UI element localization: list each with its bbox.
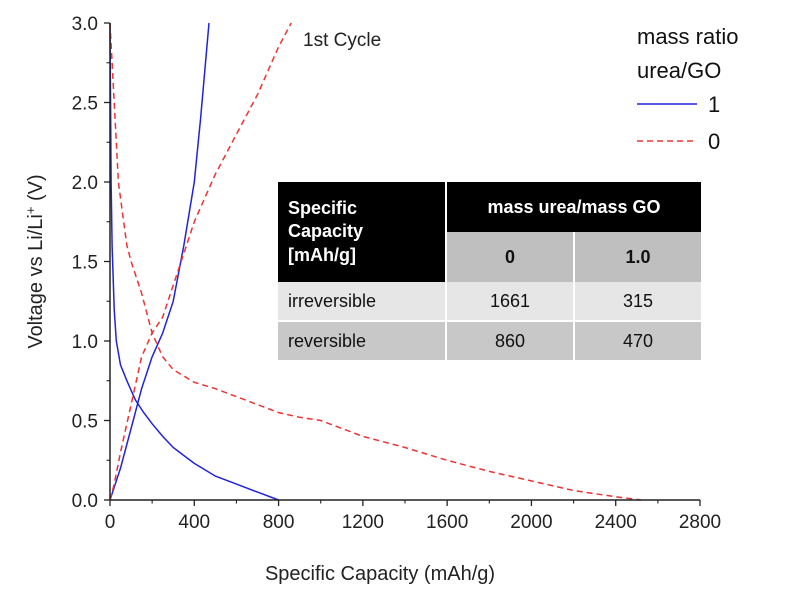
y-tick-label: 2.5 [72,94,98,115]
table-header-left: Specific Capacity [mAh/g] [278,182,446,282]
table-cell: 1661 [445,282,574,321]
y-tick-label: 2.0 [72,173,98,194]
table-header-left-line3: [mAh/g] [288,244,356,265]
y-tick-label: 1.5 [72,253,98,274]
table-row-reversible: reversible 860 470 [278,320,701,360]
y-axis-title-unit: (V) [25,174,47,206]
x-tick-label: 1600 [426,512,468,533]
series-1-charge-curve [109,22,210,501]
x-tick-label: 2000 [510,512,552,533]
x-tick-label: 400 [178,512,210,533]
table-header-group: mass urea/mass GO [445,182,701,232]
series-0-charge-curve [109,22,292,501]
table-col-header-1: 1.0 [573,232,701,282]
table-cell: 860 [445,320,574,360]
y-tick-label: 0.0 [72,491,98,512]
table-cell: 315 [573,282,701,321]
curves-layer [109,22,642,501]
legend-title-line2: urea/GO [637,58,721,83]
series-0-discharge-curve [109,22,642,501]
y-axis-title-sup: + [23,207,38,215]
x-tick-label: 1200 [342,512,384,533]
y-tick-label: 0.5 [72,412,98,433]
table-header-left-line1: Specific [288,197,358,218]
inset-table: Specific Capacity [mAh/g] mass urea/mass… [278,182,701,360]
y-axis-title: Voltage vs Li/Li+ (V) [23,174,48,348]
table-row-label: reversible [278,320,446,360]
legend-label-series-0: 0 [708,129,720,154]
table-cell: 470 [573,320,701,360]
table-header-left-line2: Capacity [288,221,364,242]
y-tick-label: 1.0 [72,332,98,353]
table-col-header-0: 0 [445,232,574,282]
legend: mass ratio urea/GO 1 0 [637,24,738,154]
legend-label-series-1: 1 [708,92,720,117]
x-tick-label: 2800 [679,512,721,533]
x-tick-label: 0 [105,512,116,533]
x-tick-label: 800 [263,512,295,533]
legend-title-line1: mass ratio [637,24,738,49]
cycle-annotation: 1st Cycle [303,30,381,51]
y-tick-label: 3.0 [72,14,98,35]
series-1-discharge-curve [109,22,279,501]
table-row-irreversible: irreversible 1661 315 [278,282,701,321]
table-row-label: irreversible [278,282,446,321]
x-tick-label: 2400 [595,512,637,533]
y-axis-title-main: Voltage vs Li/Li [25,214,47,349]
x-axis-title: Specific Capacity (mAh/g) [265,563,495,585]
